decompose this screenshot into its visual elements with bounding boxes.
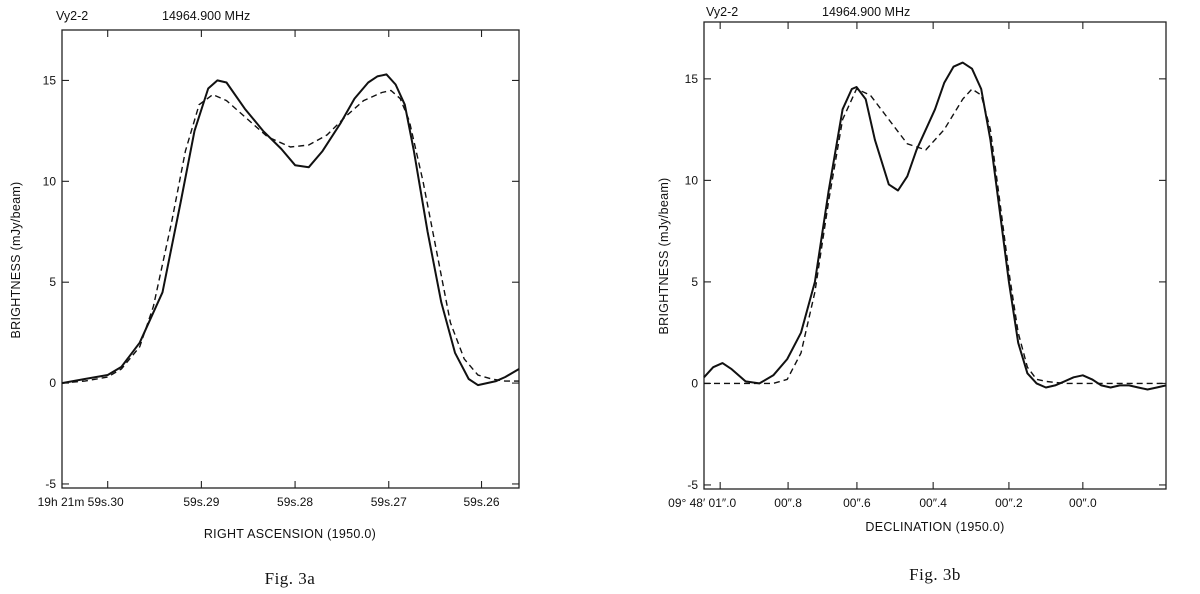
y-tick-label: 5	[49, 275, 56, 289]
chart-panel-a: Vy2-2 14964.900 MHz -5 0 5 10 15 19h 21m 59s…	[9, 9, 520, 588]
series-solid-line	[61, 73, 520, 387]
x-axis-label: RIGHT ASCENSION (1950.0)	[204, 527, 376, 541]
y-tick-label: 15	[685, 72, 699, 86]
x-tick-label: 09° 48′ 01″.0	[668, 496, 736, 510]
x-tick-label: 59s.26	[464, 495, 500, 509]
x-tick-label: 59s.28	[277, 495, 313, 509]
y-axis-label: BRIGHTNESS (mJy/beam)	[657, 177, 671, 334]
series-group	[703, 61, 1167, 391]
series-dashed-line	[704, 88, 1166, 385]
x-tick-label: 59s.29	[183, 495, 219, 509]
x-tick-label: 00″.0	[1069, 496, 1097, 510]
series-dashed-line	[61, 89, 519, 384]
chart-header-source: Vy2-2	[56, 9, 88, 23]
chart-header-frequency: 14964.900 MHz	[822, 5, 910, 19]
y-tick-label: -5	[687, 478, 698, 492]
plot-frame	[61, 29, 520, 489]
figure-caption: Fig. 3a	[265, 569, 316, 588]
y-axis-label: BRIGHTNESS (mJy/beam)	[9, 181, 23, 338]
chart-header-source: Vy2-2	[706, 5, 738, 19]
chart-panel-b: Vy2-2 14964.900 MHz -5 0 5 10 15 09° 48′ 01″…	[657, 5, 1167, 584]
figure-caption: Fig. 3b	[909, 565, 961, 584]
x-tick-label: 00″.6	[843, 496, 871, 510]
x-axis-ticks: 19h 21m 59s.30 59s.29 59s.28 59s.27 59s.26	[38, 30, 500, 509]
chart-header-frequency: 14964.900 MHz	[162, 9, 250, 23]
x-axis-ticks: 09° 48′ 01″.0 00″.8 00″.6 00″.4 00″.2 00″.0	[668, 22, 1097, 510]
x-tick-label: 19h 21m 59s.30	[38, 495, 124, 509]
y-tick-label: 10	[685, 173, 699, 187]
series-solid-line	[703, 61, 1167, 391]
x-tick-label: 59s.27	[371, 495, 407, 509]
y-tick-label: 15	[43, 73, 57, 87]
series-group	[61, 73, 520, 387]
y-tick-label: 10	[43, 174, 57, 188]
y-tick-label: 0	[691, 376, 698, 390]
x-tick-label: 00″.2	[995, 496, 1023, 510]
x-tick-label: 00″.4	[919, 496, 947, 510]
x-axis-label: DECLINATION (1950.0)	[865, 520, 1004, 534]
y-tick-label: 0	[49, 376, 56, 390]
y-axis-ticks: -5 0 5 10 15	[685, 72, 1166, 492]
x-tick-label: 00″.8	[774, 496, 802, 510]
y-axis-ticks: -5 0 5 10 15	[43, 73, 519, 491]
y-tick-label: -5	[45, 477, 56, 491]
y-tick-label: 5	[691, 275, 698, 289]
plot-frame	[703, 21, 1167, 490]
